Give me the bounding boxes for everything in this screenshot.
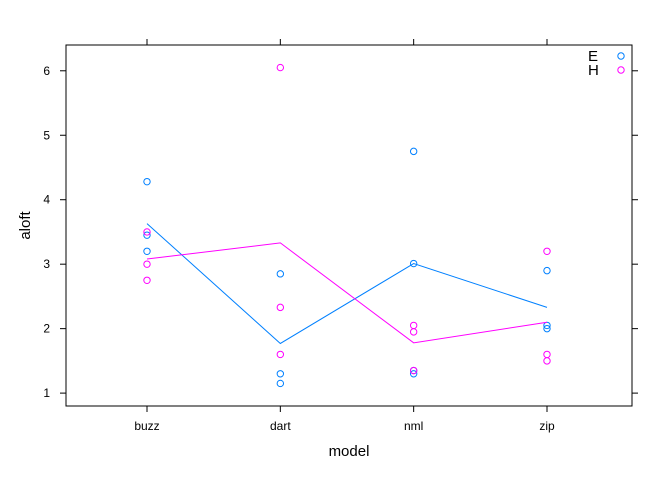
data-point-E xyxy=(143,231,151,239)
data-point-H xyxy=(143,228,151,236)
data-point-E xyxy=(143,247,151,255)
y-tick-label: 2 xyxy=(43,322,50,336)
y-tick-label: 5 xyxy=(43,128,50,142)
data-point-H xyxy=(543,357,551,365)
x-tick-label: dart xyxy=(270,419,291,433)
data-point-H xyxy=(276,350,285,359)
series-line-H xyxy=(146,242,548,344)
y-axis-label: aloft xyxy=(17,210,34,239)
x-axis-label: model xyxy=(329,443,370,460)
data-point-E xyxy=(276,270,285,278)
x-tick-label: nml xyxy=(404,419,423,433)
data-point-E xyxy=(409,259,418,268)
legend-marker-H xyxy=(617,66,625,74)
y-tick-label: 4 xyxy=(43,193,50,207)
data-point-H xyxy=(143,260,151,268)
plot-frame xyxy=(65,44,633,407)
legend-marker-E xyxy=(617,52,625,60)
y-tick-label: 6 xyxy=(43,64,50,78)
data-point-H xyxy=(276,63,285,72)
data-point-E xyxy=(543,324,551,333)
data-point-E xyxy=(409,147,418,156)
x-tick-label: buzz xyxy=(134,419,159,433)
data-point-E xyxy=(143,177,151,186)
data-point-H xyxy=(409,328,418,336)
data-point-E xyxy=(543,266,551,275)
data-point-H xyxy=(276,303,285,312)
legend-label-H: H xyxy=(588,62,599,79)
y-tick-label: 3 xyxy=(43,257,50,271)
y-tick-label: 1 xyxy=(43,386,50,400)
data-point-H xyxy=(543,350,551,359)
x-tick-label: zip xyxy=(539,419,555,433)
data-point-H xyxy=(409,321,418,330)
data-point-E xyxy=(276,379,285,388)
legend-label-E: E xyxy=(588,48,598,65)
data-point-E xyxy=(276,370,285,378)
data-point-H xyxy=(409,366,418,375)
data-point-H xyxy=(143,276,151,284)
data-point-H xyxy=(543,247,551,255)
series-line-E xyxy=(146,223,548,345)
data-point-E xyxy=(409,370,418,378)
